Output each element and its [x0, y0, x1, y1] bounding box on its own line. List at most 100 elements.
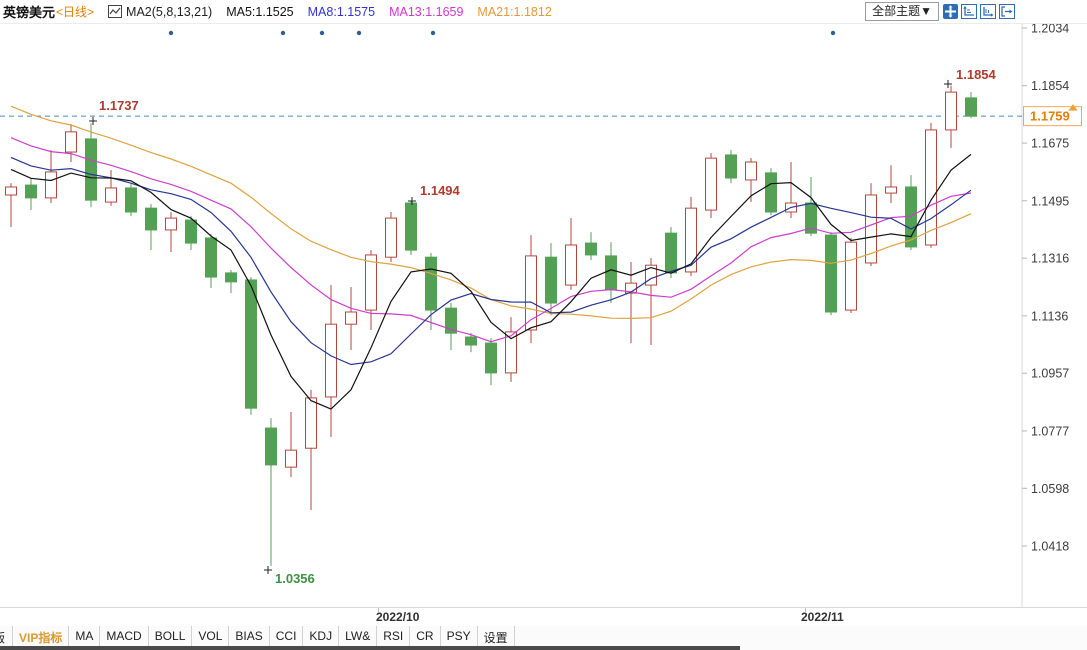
price-marker-cross: [408, 197, 416, 205]
tab-设置[interactable]: 设置: [478, 626, 515, 650]
candle-body: [925, 129, 937, 246]
ma21-value: MA21:1.1812: [477, 4, 552, 19]
candle-body: [425, 256, 437, 311]
candle-body: [545, 256, 557, 304]
candle-body: [165, 217, 177, 231]
tab-bias[interactable]: BIAS: [229, 626, 270, 650]
price-marker-cross: [89, 117, 97, 125]
candle-body: [185, 219, 197, 244]
y-tick-label: 1.1316: [1031, 252, 1069, 266]
current-price-box: [1023, 106, 1082, 127]
event-dot: [319, 30, 325, 36]
candle-body: [245, 279, 257, 409]
tab-partial[interactable]: 版: [0, 626, 12, 650]
tab-macd[interactable]: MACD: [100, 626, 149, 650]
price-annotation: 1.0356: [275, 571, 315, 586]
current-price-label: 1.1759: [1030, 109, 1070, 124]
x-tick-label: 2022/11: [801, 610, 844, 624]
event-dot: [280, 30, 286, 36]
candle-body: [145, 207, 157, 231]
candle-body: [85, 138, 97, 201]
chart-toolbar: 全部主题▼: [865, 2, 1015, 21]
price-annotation: 1.1737: [99, 98, 139, 113]
candle-body: [25, 184, 37, 199]
pan-tool-icon[interactable]: [942, 4, 958, 20]
candle-body: [745, 161, 757, 181]
tab-kdj[interactable]: KDJ: [303, 626, 340, 650]
candle-body: [965, 97, 977, 117]
x-tick: [378, 608, 379, 612]
ma13-line: [10, 137, 972, 343]
tab-cr[interactable]: CR: [410, 626, 441, 650]
indicator-chart-icon: [108, 5, 123, 18]
candle-body: [325, 323, 337, 398]
candle-body: [725, 154, 737, 179]
tab-psy[interactable]: PSY: [441, 626, 478, 650]
candle-body: [865, 194, 877, 264]
ma5-line: [10, 153, 972, 410]
candle-body: [485, 342, 497, 374]
candlestick-chart[interactable]: 1.1737 1.1494 1.1854 1.0356 1.2034 1.1854 1.16…: [0, 0, 1087, 607]
tab-cci[interactable]: CCI: [270, 626, 304, 650]
candle-body: [205, 237, 217, 278]
x-axis: 2022/10 2022/11: [0, 607, 1087, 627]
candle-body: [765, 172, 777, 213]
price-up-arrow-icon: [1068, 104, 1078, 111]
tab-vol[interactable]: VOL: [192, 626, 230, 650]
theme-dropdown[interactable]: 全部主题▼: [865, 2, 939, 21]
x-axis-zoom-icon[interactable]: [980, 4, 996, 20]
export-pane-icon[interactable]: [999, 4, 1015, 20]
candle-body: [305, 397, 317, 449]
ma13-value: MA13:1.1659: [389, 4, 464, 19]
ma5-value: MA5:1.1525: [226, 4, 294, 19]
candle-body: [505, 331, 517, 374]
candle-body: [605, 255, 617, 291]
ma8-line: [10, 156, 972, 366]
candle-body: [265, 427, 277, 466]
candle-body: [945, 91, 957, 131]
tab-ma[interactable]: MA: [69, 626, 101, 650]
event-dot: [430, 30, 436, 36]
candle-body: [565, 244, 577, 286]
y-tick-label: 1.1136: [1031, 309, 1068, 323]
candle-body: [345, 311, 357, 325]
candle-body: [45, 171, 57, 199]
candle-body: [585, 242, 597, 256]
tab-boll[interactable]: BOLL: [149, 626, 193, 650]
candle-body: [105, 187, 117, 203]
tab-lw&[interactable]: LW&: [339, 626, 378, 650]
candle-body: [225, 272, 237, 283]
price-marker-cross: [264, 566, 272, 574]
tab-vip指标[interactable]: VIP指标: [12, 626, 70, 650]
candle-body: [525, 255, 537, 331]
event-dot: [168, 30, 174, 36]
x-tick: [805, 608, 806, 612]
y-tick-label: 1.0598: [1031, 482, 1069, 496]
candle-body: [685, 207, 697, 273]
candle-body: [825, 234, 837, 313]
candle-body: [645, 264, 657, 286]
price-marker-cross: [944, 80, 952, 88]
candle-body: [845, 241, 857, 311]
timeframe-label: <日线>: [56, 5, 95, 19]
y-tick-label: 1.0418: [1031, 540, 1069, 554]
tab-rsi[interactable]: RSI: [377, 626, 411, 650]
y-tick-label: 1.1495: [1031, 194, 1069, 208]
candle-body: [445, 307, 457, 334]
candle-body: [885, 186, 897, 194]
candle-body: [365, 254, 377, 311]
y-tick-label: 1.0957: [1031, 367, 1069, 381]
x-tick-label: 2022/10: [376, 610, 420, 624]
symbol-name: 英镑美元: [3, 5, 56, 20]
candle-body: [665, 232, 677, 274]
candle-body: [285, 449, 297, 468]
y-axis-zoom-icon[interactable]: [961, 4, 977, 20]
window-bottom-edge: [0, 646, 740, 650]
event-dot: [830, 30, 836, 36]
y-tick-label: 1.2034: [1031, 22, 1069, 36]
candle-body: [385, 217, 397, 258]
candle-body: [65, 131, 77, 153]
ma8-value: MA8:1.1575: [307, 4, 376, 19]
y-tick-label: 1.1675: [1031, 137, 1069, 151]
y-tick-label: 1.1854: [1031, 79, 1069, 93]
